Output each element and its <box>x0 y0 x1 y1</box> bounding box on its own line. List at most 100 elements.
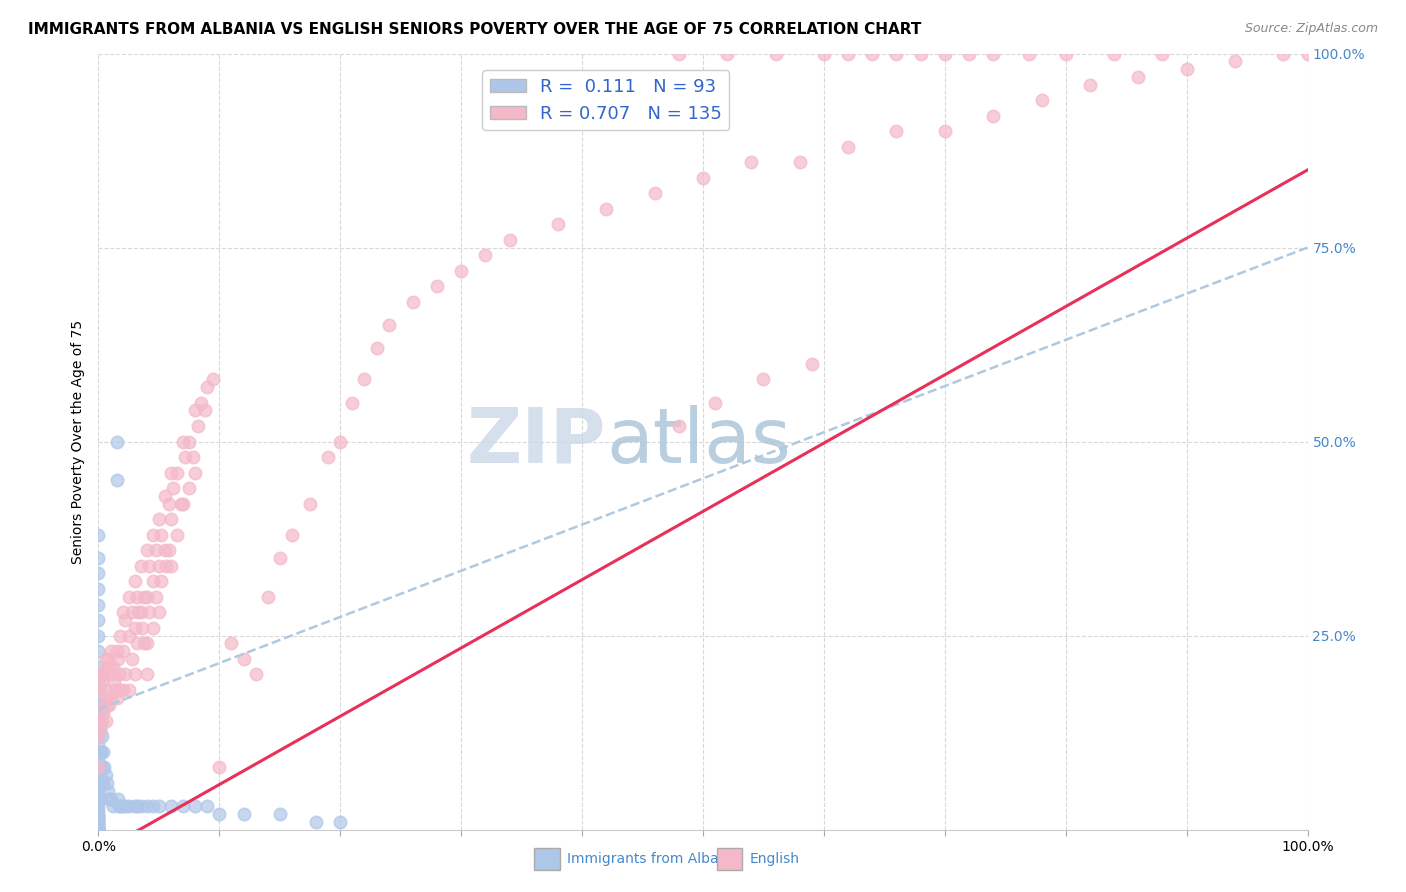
Point <box>108 682 131 697</box>
Y-axis label: Seniors Poverty Over the Age of 75: Seniors Poverty Over the Age of 75 <box>72 319 86 564</box>
Point <box>127 799 149 814</box>
Point <box>90 667 112 681</box>
Point <box>118 590 141 604</box>
Point <box>813 46 835 61</box>
Text: Source: ZipAtlas.com: Source: ZipAtlas.com <box>1244 22 1378 36</box>
Point <box>87 799 110 814</box>
Point <box>353 372 375 386</box>
Point <box>118 682 141 697</box>
Point <box>157 497 180 511</box>
Point <box>94 714 117 728</box>
Point <box>172 497 194 511</box>
Point <box>87 814 110 829</box>
Point <box>162 481 184 495</box>
Point <box>256 590 278 604</box>
Point <box>934 46 956 61</box>
Point <box>740 155 762 169</box>
Point <box>87 822 110 837</box>
Point <box>94 652 117 666</box>
Point <box>160 466 183 480</box>
Point <box>129 558 152 573</box>
Point <box>87 822 110 837</box>
Point <box>153 489 176 503</box>
Point <box>138 558 160 573</box>
Point <box>90 714 112 728</box>
Point <box>450 264 472 278</box>
Point <box>87 822 110 837</box>
Point <box>179 481 201 495</box>
Point <box>716 46 738 61</box>
Point <box>100 690 122 705</box>
Point <box>91 706 114 721</box>
Point <box>124 621 146 635</box>
Point <box>87 753 110 767</box>
Point <box>148 558 170 573</box>
Point <box>87 822 110 837</box>
Point <box>87 822 110 837</box>
Text: English: English <box>749 852 800 866</box>
Point <box>91 714 114 728</box>
Point <box>87 808 110 822</box>
Point <box>105 644 128 658</box>
Point <box>98 659 121 673</box>
Point <box>87 737 110 751</box>
Point <box>157 543 180 558</box>
Point <box>87 822 110 837</box>
Point <box>96 776 118 790</box>
Point <box>87 566 110 581</box>
Point <box>87 760 110 774</box>
Point <box>107 791 129 805</box>
Point <box>184 466 207 480</box>
Point <box>1223 54 1246 69</box>
Point <box>124 667 146 681</box>
Point <box>134 636 156 650</box>
Point <box>155 558 177 573</box>
Legend: R =  0.111   N = 93, R = 0.707   N = 135: R = 0.111 N = 93, R = 0.707 N = 135 <box>482 70 730 129</box>
Point <box>121 605 143 619</box>
Point <box>366 342 388 356</box>
Point <box>269 807 291 822</box>
Point <box>1272 46 1295 61</box>
Point <box>150 574 173 589</box>
Point <box>87 822 110 837</box>
Point <box>121 652 143 666</box>
Point <box>87 821 110 835</box>
Point <box>208 760 231 774</box>
Point <box>142 527 165 541</box>
Point <box>111 682 134 697</box>
Point <box>142 621 165 635</box>
Point <box>91 760 114 774</box>
Text: Immigrants from Albania: Immigrants from Albania <box>567 852 740 866</box>
Point <box>981 46 1004 61</box>
Point <box>89 682 111 697</box>
Point <box>195 799 218 814</box>
Point <box>329 814 352 829</box>
Point <box>87 783 110 797</box>
Point <box>644 186 666 201</box>
Point <box>89 722 111 736</box>
Point <box>87 682 110 697</box>
Point <box>127 590 149 604</box>
Point <box>148 512 170 526</box>
Point <box>93 698 115 713</box>
Text: IMMIGRANTS FROM ALBANIA VS ENGLISH SENIORS POVERTY OVER THE AGE OF 75 CORRELATIO: IMMIGRANTS FROM ALBANIA VS ENGLISH SENIO… <box>28 22 921 37</box>
Point <box>1054 46 1077 61</box>
Point <box>232 807 254 822</box>
Point <box>87 812 110 826</box>
Point <box>87 706 110 721</box>
Point <box>90 745 112 759</box>
Point <box>87 818 110 832</box>
Point <box>87 814 110 828</box>
Point <box>87 822 110 837</box>
Point <box>97 783 120 797</box>
Point <box>245 667 267 681</box>
Point <box>135 799 157 814</box>
Point <box>547 217 569 231</box>
Point <box>87 730 110 744</box>
Point <box>1078 78 1101 92</box>
Point <box>87 816 110 830</box>
Point <box>305 814 328 829</box>
Point <box>208 807 231 822</box>
Point <box>101 659 124 673</box>
Point <box>87 760 110 774</box>
